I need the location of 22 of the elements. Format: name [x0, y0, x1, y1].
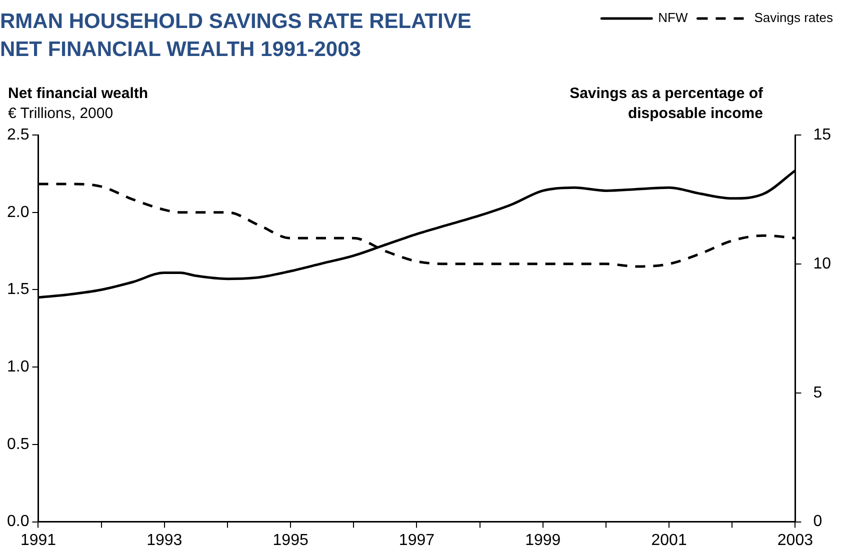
- y-tick-label: 1.5: [6, 281, 30, 298]
- x-tick-label: 1991: [20, 532, 56, 549]
- y2-tick-label: 5: [813, 384, 822, 402]
- y-tick-label: 0.5: [6, 436, 30, 453]
- x-tick-label: 2001: [651, 532, 687, 549]
- x-tick-label: 1993: [146, 532, 182, 549]
- y-axis-title: Net financial wealth € Trillions, 2000: [8, 84, 148, 124]
- y2-tick-label: 0: [813, 513, 822, 530]
- chart-title: RMAN HOUSEHOLD SAVINGS RATE RELATIVE NET FINANCIAL WEALTH 1991-2003: [0, 9, 472, 63]
- x-tick-label: 1999: [525, 532, 561, 549]
- y2-tick-label: 10: [813, 255, 832, 272]
- y-tick-label: 1.0: [6, 358, 30, 376]
- y2-tick-label: 15: [813, 126, 832, 144]
- y-tick-label: 0.0: [6, 513, 30, 530]
- y-tick-label: 2.5: [6, 126, 30, 144]
- y2-axis-title: Savings as a percentage of disposable income: [570, 84, 763, 124]
- x-tick-label: 1997: [398, 532, 435, 549]
- y-tick-label: 2.0: [6, 204, 30, 221]
- legend-label: Savings rates: [754, 10, 834, 26]
- legend-label: NFW: [658, 10, 688, 26]
- x-tick-label: 2003: [777, 532, 814, 549]
- x-tick-label: 1995: [272, 532, 308, 549]
